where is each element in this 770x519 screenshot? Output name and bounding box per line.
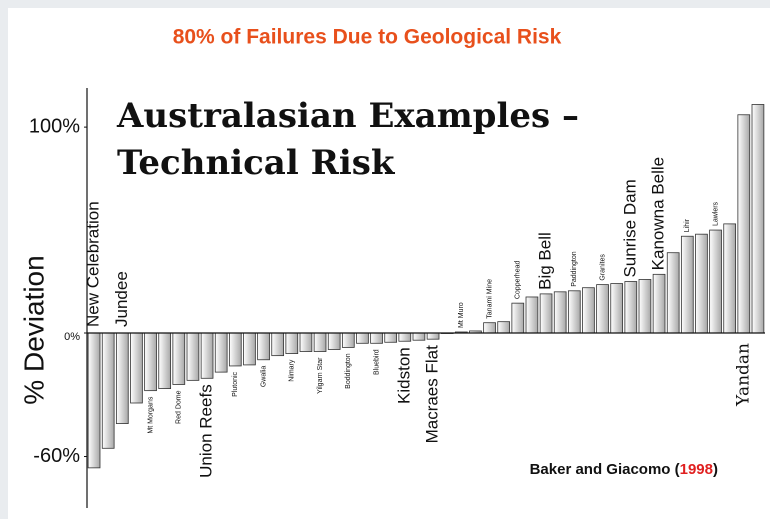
y-tick-label: 0% — [64, 331, 80, 343]
category-label: Big Bell — [536, 232, 555, 290]
bar — [666, 252, 680, 334]
category-label: Red Dome — [176, 390, 183, 424]
heading: 80% of Failures Due to Geological Risk — [173, 26, 562, 49]
bar — [243, 332, 256, 366]
source: Baker and Giacomo (1998) — [530, 461, 718, 478]
bar — [214, 332, 228, 373]
y-tick-label: 100% — [29, 115, 80, 137]
bar — [412, 332, 426, 341]
bar — [356, 332, 369, 344]
bar — [596, 284, 609, 334]
bar — [624, 281, 638, 334]
bar — [370, 332, 383, 344]
bar — [158, 332, 172, 389]
y-axis-label: % Deviation — [18, 255, 49, 404]
bar — [497, 321, 511, 334]
category-label: Gwalia — [260, 366, 267, 388]
category-label: Copperhead — [515, 261, 522, 300]
bar — [398, 332, 412, 342]
category-label: Yilgarn Star — [317, 357, 324, 394]
bar — [341, 332, 355, 348]
category-label: Yandan — [733, 343, 753, 407]
bar — [652, 273, 666, 334]
source-text: Baker and Giacomo ( — [530, 461, 680, 478]
category-label: Macraes Flat — [423, 345, 442, 444]
bar — [751, 104, 765, 334]
bar — [200, 332, 214, 379]
category-label: Bluebird — [373, 349, 380, 375]
bar — [228, 332, 242, 367]
bar — [723, 223, 737, 334]
bar — [101, 332, 115, 449]
category-label: Mt Morgans — [147, 396, 154, 433]
category-label: Plutonic — [232, 371, 239, 396]
bar — [327, 332, 341, 350]
bar — [638, 279, 652, 334]
bar — [299, 332, 313, 352]
bar — [483, 322, 496, 334]
chart-title: Technical Risk — [117, 143, 396, 183]
category-label: Lawlers — [712, 201, 719, 226]
category-label: Boddington — [345, 353, 352, 389]
bar — [186, 332, 200, 381]
chart-title: Australasian Examples – — [116, 96, 579, 136]
bar — [709, 229, 722, 334]
source-text: ) — [713, 461, 718, 478]
category-label: Kanowna Belle — [649, 157, 668, 270]
category-label: Tanami Mine — [486, 279, 493, 319]
category-label: Lihir — [684, 218, 691, 232]
bar — [313, 332, 327, 352]
category-label: Kidston — [394, 347, 413, 404]
bar — [553, 291, 567, 334]
bar — [384, 332, 398, 343]
bar — [680, 235, 694, 334]
category-label: Paddington — [571, 251, 578, 287]
category-label: New Celebration — [84, 201, 103, 327]
category-label: Union Reefs — [197, 384, 216, 478]
bar — [115, 332, 129, 424]
bar — [582, 287, 595, 334]
bar — [426, 332, 440, 340]
category-label: Jundee — [112, 271, 131, 327]
y-tick-label: -60% — [33, 445, 80, 467]
bar — [257, 332, 270, 361]
panel — [8, 8, 770, 519]
bar — [87, 332, 101, 469]
category-label: Nimary — [289, 359, 296, 382]
category-label: Mt Muro — [458, 302, 465, 328]
bar — [539, 293, 553, 334]
bar — [511, 302, 525, 334]
bar — [567, 290, 581, 334]
category-label: Granites — [599, 254, 606, 281]
bar — [285, 332, 299, 354]
source-year: 1998 — [680, 461, 713, 478]
bar — [172, 332, 186, 385]
bar — [525, 296, 539, 334]
bar — [695, 233, 708, 334]
category-label: Sunrise Dam — [620, 179, 639, 277]
bar — [271, 332, 285, 357]
bar — [144, 332, 157, 392]
bar — [610, 283, 624, 334]
bar — [130, 332, 143, 404]
bar — [737, 114, 751, 334]
